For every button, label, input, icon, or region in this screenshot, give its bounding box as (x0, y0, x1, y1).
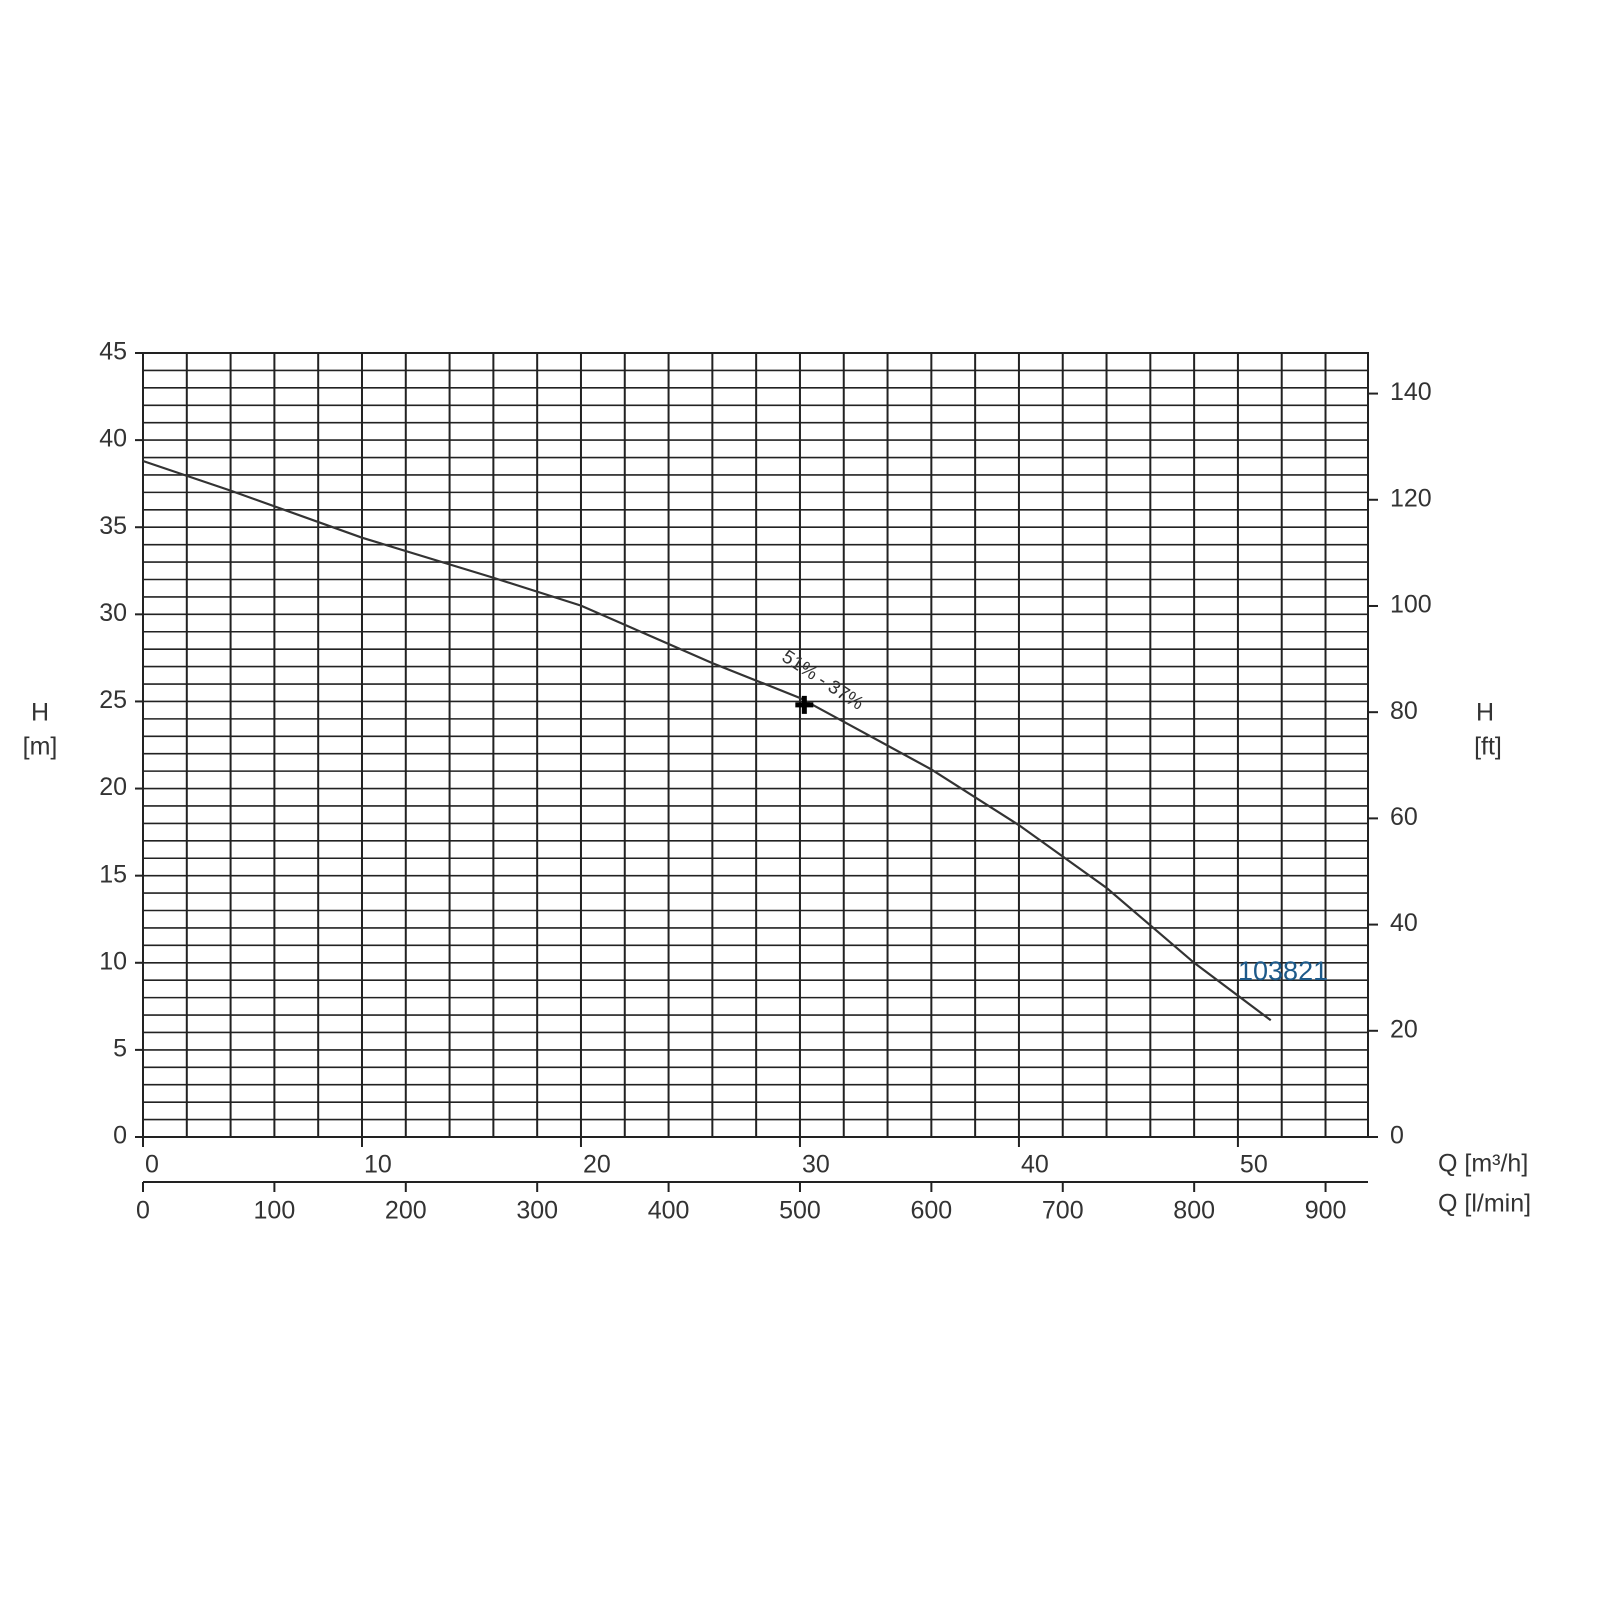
plot-frame (142, 352, 1369, 1138)
x2-tick-label: 900 (1305, 1197, 1347, 1225)
x-tick-label: 10 (364, 1151, 392, 1179)
x-tick-label: 50 (1240, 1151, 1268, 1179)
y-tick-label: 20 (99, 773, 127, 801)
x2-axis-label: Q [l/min] (1438, 1190, 1531, 1218)
y2-tick-label: 40 (1390, 909, 1418, 937)
x-tick-label: 20 (583, 1151, 611, 1179)
x2-tick-label: 500 (779, 1197, 821, 1225)
y-axis-label: H (31, 699, 49, 727)
y-tick-label: 0 (113, 1122, 127, 1150)
y2-tick-label: 80 (1390, 697, 1418, 725)
x-tick-label: 0 (145, 1151, 159, 1179)
x2-tick-label: 600 (911, 1197, 953, 1225)
y-tick-label: 5 (113, 1034, 127, 1062)
x2-tick-label: 800 (1173, 1197, 1215, 1225)
y2-axis-label: [ft] (1474, 733, 1502, 761)
y-tick-label: 45 (99, 338, 127, 366)
pump-curve (142, 459, 1272, 1022)
y2-tick-label: 120 (1390, 484, 1432, 512)
y2-tick-label: 100 (1390, 591, 1432, 619)
y2-axis-label: H (1476, 699, 1494, 727)
curve-id: 103821 (1238, 956, 1328, 986)
y-tick-label: 25 (99, 686, 127, 714)
x2-tick-label: 700 (1042, 1197, 1084, 1225)
y-axis-label: [m] (23, 733, 58, 761)
y-tick-label: 40 (99, 425, 127, 453)
x2-tick-label: 0 (136, 1197, 150, 1225)
y-tick-label: 10 (99, 947, 127, 975)
y2-tick-label: 20 (1390, 1015, 1418, 1043)
x-tick-label: 40 (1021, 1151, 1049, 1179)
y2-tick-label: 140 (1390, 378, 1432, 406)
y-tick-label: 35 (99, 512, 127, 540)
x-axis-label: Q [m³/h] (1438, 1150, 1528, 1178)
duty-point (795, 695, 814, 714)
x2-tick-label: 100 (254, 1197, 296, 1225)
x-tick-label: 30 (802, 1151, 830, 1179)
x2-tick-label: 300 (516, 1197, 558, 1225)
x2-tick-label: 400 (648, 1197, 690, 1225)
y-tick-label: 15 (99, 860, 127, 888)
x2-tick-label: 200 (385, 1197, 427, 1225)
y2-tick-label: 0 (1390, 1122, 1404, 1150)
duty-point-label: 51% - 37% (778, 646, 867, 714)
y2-tick-label: 60 (1390, 803, 1418, 831)
y-tick-label: 30 (99, 599, 127, 627)
